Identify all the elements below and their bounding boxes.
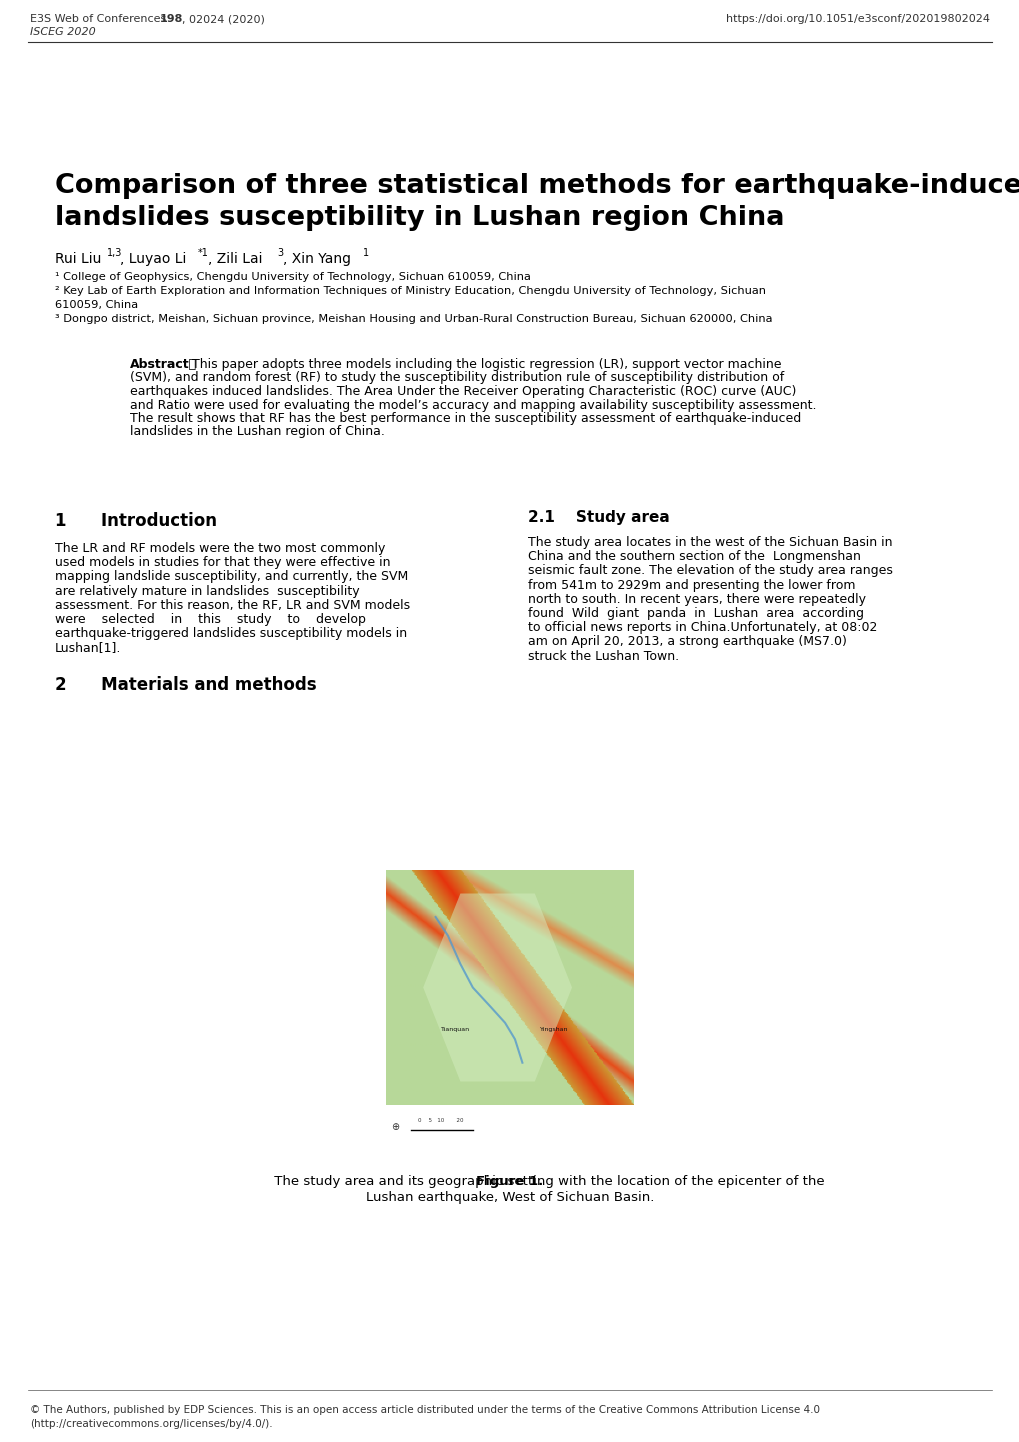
Text: The study area and its geographic setting with the location of the epicenter of : The study area and its geographic settin… <box>269 1175 823 1188</box>
Text: 610059, China: 610059, China <box>55 300 138 310</box>
Text: *1: *1 <box>198 248 209 258</box>
Text: 0    5   10       20: 0 5 10 20 <box>418 1118 463 1122</box>
Text: 1      Introduction: 1 Introduction <box>55 512 217 531</box>
Text: This paper adopts three models including the logistic regression (LR), support v: This paper adopts three models including… <box>192 358 781 371</box>
Text: and Ratio were used for evaluating the model’s accuracy and mapping availability: and Ratio were used for evaluating the m… <box>129 398 815 411</box>
Text: ² Key Lab of Earth Exploration and Information Techniques of Ministry Education,: ² Key Lab of Earth Exploration and Infor… <box>55 286 765 296</box>
Text: earthquakes induced landslides. The Area Under the Receiver Operating Characteri: earthquakes induced landslides. The Area… <box>129 385 796 398</box>
Text: Figure 1.: Figure 1. <box>476 1175 543 1188</box>
Text: struck the Lushan Town.: struck the Lushan Town. <box>528 649 679 663</box>
Text: ¹ College of Geophysics, Chengdu University of Technology, Sichuan 610059, China: ¹ College of Geophysics, Chengdu Univers… <box>55 273 530 283</box>
Text: Yingshan: Yingshan <box>540 1027 569 1032</box>
Text: (SVM), and random forest (RF) to study the susceptibility distribution rule of s: (SVM), and random forest (RF) to study t… <box>129 372 784 385</box>
Polygon shape <box>423 894 572 1082</box>
Text: north to south. In recent years, there were repeatedly: north to south. In recent years, there w… <box>528 593 865 606</box>
Text: Comparison of three statistical methods for earthquake-induced: Comparison of three statistical methods … <box>55 173 1019 199</box>
Text: from 541m to 2929m and presenting the lower from: from 541m to 2929m and presenting the lo… <box>528 578 855 591</box>
Text: ISCEG 2020: ISCEG 2020 <box>30 27 96 37</box>
Text: ⊕: ⊕ <box>390 1122 398 1132</box>
Text: used models in studies for that they were effective in: used models in studies for that they wer… <box>55 557 390 570</box>
Text: 198: 198 <box>160 14 183 25</box>
Text: Rui Liu: Rui Liu <box>55 252 101 265</box>
Text: mapping landslide susceptibility, and currently, the SVM: mapping landslide susceptibility, and cu… <box>55 571 408 584</box>
Text: , Zili Lai: , Zili Lai <box>208 252 262 265</box>
Text: am on April 20, 2013, a strong earthquake (MS7.0): am on April 20, 2013, a strong earthquak… <box>528 636 846 649</box>
Text: , Luyao Li: , Luyao Li <box>120 252 186 265</box>
Text: 1,3: 1,3 <box>107 248 122 258</box>
Text: to official news reports in China.Unfortunately, at 08:02: to official news reports in China.Unfort… <box>528 622 876 634</box>
Text: © The Authors, published by EDP Sciences. This is an open access article distrib: © The Authors, published by EDP Sciences… <box>30 1405 819 1415</box>
Text: landslides in the Lushan region of China.: landslides in the Lushan region of China… <box>129 425 384 438</box>
Text: 3: 3 <box>277 248 283 258</box>
Text: The study area locates in the west of the Sichuan Basin in: The study area locates in the west of th… <box>528 536 892 549</box>
Text: , Xin Yang: , Xin Yang <box>282 252 351 265</box>
Text: seismic fault zone. The elevation of the study area ranges: seismic fault zone. The elevation of the… <box>528 564 892 577</box>
Text: Tianquan: Tianquan <box>440 1027 470 1032</box>
Text: were    selected    in    this    study    to    develop: were selected in this study to develop <box>55 613 366 626</box>
Text: , 02024 (2020): , 02024 (2020) <box>181 14 265 25</box>
Text: Abstract：: Abstract： <box>129 358 197 371</box>
Text: (http://creativecommons.org/licenses/by/4.0/).: (http://creativecommons.org/licenses/by/… <box>30 1419 272 1429</box>
Text: 2.1    Study area: 2.1 Study area <box>528 510 669 525</box>
Text: earthquake-triggered landslides susceptibility models in: earthquake-triggered landslides suscepti… <box>55 627 407 640</box>
Text: landslides susceptibility in Lushan region China: landslides susceptibility in Lushan regi… <box>55 205 784 231</box>
Text: E3S Web of Conferences: E3S Web of Conferences <box>30 14 169 25</box>
Text: The result shows that RF has the best performance in the susceptibility assessme: The result shows that RF has the best pe… <box>129 412 801 425</box>
Text: found  Wild  giant  panda  in  Lushan  area  according: found Wild giant panda in Lushan area ac… <box>528 607 863 620</box>
Text: Lushan earthquake, West of Sichuan Basin.: Lushan earthquake, West of Sichuan Basin… <box>366 1191 653 1204</box>
Text: Lushan[1].: Lushan[1]. <box>55 642 121 655</box>
Text: 1: 1 <box>363 248 369 258</box>
Text: https://doi.org/10.1051/e3sconf/202019802024: https://doi.org/10.1051/e3sconf/20201980… <box>726 14 989 25</box>
Text: The LR and RF models were the two most commonly: The LR and RF models were the two most c… <box>55 542 385 555</box>
Text: assessment. For this reason, the RF, LR and SVM models: assessment. For this reason, the RF, LR … <box>55 598 410 611</box>
Text: China and the southern section of the  Longmenshan: China and the southern section of the Lo… <box>528 551 860 564</box>
Text: 2      Materials and methods: 2 Materials and methods <box>55 676 316 694</box>
Text: ³ Dongpo district, Meishan, Sichuan province, Meishan Housing and Urban-Rural Co: ³ Dongpo district, Meishan, Sichuan prov… <box>55 314 771 324</box>
Text: are relatively mature in landslides  susceptibility: are relatively mature in landslides susc… <box>55 584 360 597</box>
